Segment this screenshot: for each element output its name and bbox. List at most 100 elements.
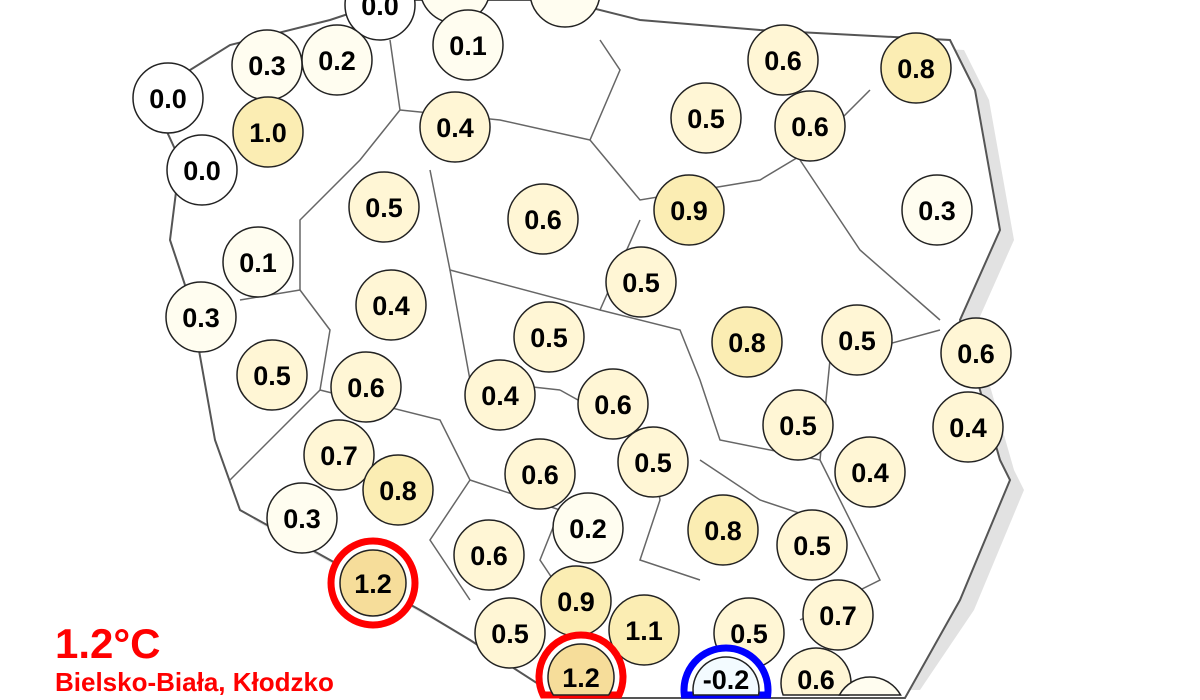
station-circle [776,509,848,581]
station-marker: 0.8 [362,454,434,526]
station-marker: 0.6 [774,90,846,162]
station-value: 0.2 [569,514,607,544]
station-value: 0.8 [897,54,935,84]
station-marker: 0.8 [687,494,759,566]
station-circle [901,174,973,246]
station-value: 0.6 [957,339,995,369]
station-value: 1.1 [625,616,663,646]
station-circle [355,269,427,341]
station-circle [348,171,420,243]
station-circle [166,134,238,206]
station-value: 0.3 [283,504,321,534]
station-value: -0.2 [703,665,750,695]
station-marker: 0.4 [834,436,906,508]
station-value: 0.1 [449,31,487,61]
extreme-legend: 1.2°C Bielsko-Biała, Kłodzko [55,620,334,697]
station-marker: 0.0 [344,0,416,41]
station-marker: 0.1 [432,9,504,81]
station-marker: 0.5 [474,597,546,669]
station-marker: 0.6 [330,351,402,423]
station-marker: 1.2 [535,631,627,699]
station-marker: 0.7 [802,579,874,651]
station-circle [303,419,375,491]
station-marker: 0.6 [507,183,579,255]
station-circle [344,0,416,41]
station-circle [232,96,304,168]
station-marker: 0.5 [821,304,893,376]
station-value: 0.5 [634,448,672,478]
station-value: 0.6 [347,373,385,403]
station-value: 0.4 [851,458,889,488]
station-marker: 0.8 [880,32,952,104]
station-value: 0.5 [838,326,876,356]
station-marker: -0.2 [680,644,772,699]
station-marker: 0.3 [901,174,973,246]
station-marker: 0.2 [552,492,624,564]
station-marker: 0.5 [605,246,677,318]
station-circle [432,9,504,81]
station-marker: 0.6 [577,368,649,440]
station-value: 0.5 [530,323,568,353]
station-value: 0.6 [594,390,632,420]
station-value: 0.4 [949,413,987,443]
station-marker [530,0,600,28]
station-circle [821,304,893,376]
station-marker: 0.6 [747,24,819,96]
station-value: 0.4 [372,291,410,321]
station-circle [222,226,294,298]
station-circle [774,90,846,162]
station-circle [165,281,237,353]
station-value: 0.5 [491,619,529,649]
station-marker: 0.6 [453,519,525,591]
station-value: 0.9 [557,587,595,617]
station-value: 0.0 [183,156,221,186]
station-marker: 0.4 [355,269,427,341]
station-marker: 0.5 [762,389,834,461]
station-circle [711,306,783,378]
station-value: 0.6 [764,46,802,76]
station-circle [530,0,600,28]
station-value: 0.1 [239,248,277,278]
station-circle [474,597,546,669]
station-value: 0.5 [365,193,403,223]
max-stations: Bielsko-Biała, Kłodzko [55,667,334,697]
station-marker: 0.5 [670,82,742,154]
station-circle [552,492,624,564]
station-marker: 0.0 [166,134,238,206]
station-value: 0.3 [248,51,286,81]
station-circle [362,454,434,526]
station-circle [617,426,689,498]
station-marker: 0.4 [464,359,536,431]
station-circle [780,647,852,696]
station-marker: 0.7 [303,419,375,491]
station-value: 0.6 [791,112,829,142]
station-marker: 0.5 [617,426,689,498]
station-value: 1.0 [249,118,287,148]
station-marker: 1.2 [327,537,419,629]
station-value: 0.8 [379,476,417,506]
station-value: 0.5 [730,619,768,649]
station-value: 0.5 [687,104,725,134]
station-value: 0.6 [470,541,508,571]
station-circle [802,579,874,651]
station-marker: 0.9 [540,565,612,637]
station-circle [330,351,402,423]
station-marker: 1.0 [232,96,304,168]
station-circle [339,549,407,617]
station-value: 0.3 [182,303,220,333]
station-marker: 1.1 [608,594,680,666]
station-marker: 0.4 [419,91,491,163]
max-temperature: 1.2°C [55,620,161,667]
station-value: 0.3 [918,196,956,226]
station-circle [453,519,525,591]
station-circle [547,643,615,696]
station-circle [834,436,906,508]
station-value: 0.8 [704,516,742,546]
station-value: 0.5 [793,531,831,561]
station-circle [838,676,902,696]
station-value: 0.9 [670,196,708,226]
station-marker: 0.8 [711,306,783,378]
station-value: 0.6 [521,460,559,490]
station-marker: 0.6 [504,438,576,510]
station-circle [670,82,742,154]
